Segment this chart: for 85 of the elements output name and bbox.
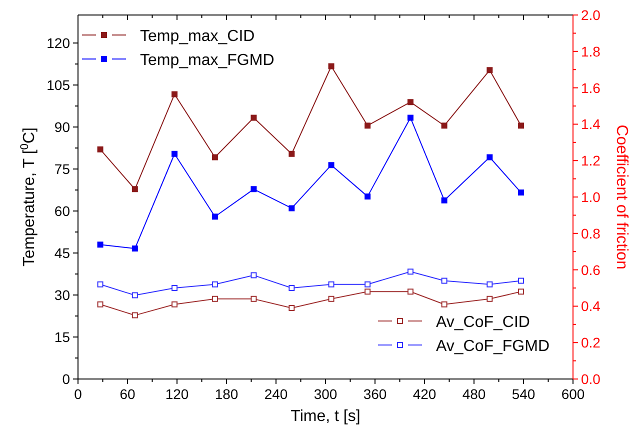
y-tick-label: 45: [54, 245, 70, 261]
point: [288, 205, 295, 212]
x-tick-label: 420: [412, 386, 436, 402]
x-tick-label: 0: [74, 386, 82, 402]
y2-tick-label: 0.8: [581, 225, 601, 242]
x-tick-label: 600: [561, 386, 585, 402]
point: [132, 312, 138, 318]
point: [486, 296, 493, 302]
y-tick-label: 0: [62, 371, 70, 387]
x-tick-label: 180: [214, 386, 238, 402]
point: [328, 281, 334, 288]
point: [132, 292, 138, 298]
point: [288, 305, 295, 312]
point: [441, 301, 448, 308]
y2-tick-label: 0.6: [581, 262, 601, 278]
point: [407, 99, 414, 106]
y2-tick-label: 1.8: [581, 43, 601, 60]
point: [288, 150, 295, 157]
y2-tick-label: 1.2: [581, 152, 601, 169]
y-tick-label: 120: [46, 35, 70, 51]
y2-axis-title: Coefficient of friction: [613, 124, 630, 270]
point: [212, 296, 218, 302]
point: [97, 301, 104, 308]
y2-tick-label: 0.0: [581, 371, 601, 387]
y-tick-label: 15: [54, 329, 70, 345]
y2-tick-label: 1.0: [581, 189, 601, 205]
point: [486, 154, 493, 160]
y-tick-label: 30: [54, 287, 70, 303]
point: [328, 296, 334, 302]
point: [364, 288, 371, 295]
point: [172, 285, 178, 291]
legend-label: Av_CoF_CID: [436, 314, 530, 331]
point: [441, 122, 448, 129]
point: [250, 272, 257, 278]
y2-tick-label: 1.6: [581, 80, 601, 96]
x-tick-label: 540: [512, 386, 536, 402]
point: [97, 281, 104, 288]
legend-label: Temp_max_CID: [140, 28, 255, 45]
x-tick-label: 480: [462, 386, 486, 402]
point: [250, 114, 257, 121]
point: [518, 288, 524, 295]
y2-tick-label: 0.4: [581, 298, 601, 314]
y2-tick-label: 1.4: [581, 116, 601, 132]
point: [328, 63, 334, 70]
point: [212, 281, 218, 288]
point: [172, 91, 178, 98]
point: [288, 285, 295, 291]
x-tick-label: 360: [363, 386, 387, 402]
point: [250, 186, 257, 192]
point: [250, 296, 257, 302]
point: [132, 246, 138, 252]
point: [172, 150, 178, 157]
point: [407, 114, 414, 121]
point: [328, 162, 334, 168]
point: [212, 214, 218, 220]
point: [132, 186, 138, 192]
point: [518, 278, 524, 284]
legend-label: Av_CoF_FGMD: [436, 338, 550, 355]
point: [407, 288, 414, 295]
point: [364, 281, 371, 288]
point: [486, 281, 493, 288]
point: [486, 67, 493, 74]
y-tick-label: 90: [54, 119, 70, 135]
y2-tick-label: 0.2: [581, 334, 601, 351]
point: [364, 193, 371, 200]
point: [212, 154, 218, 160]
x-tick-label: 120: [165, 386, 189, 402]
x-axis-title: Time, t [s]: [290, 408, 360, 425]
point: [441, 197, 448, 204]
point: [97, 242, 104, 248]
x-tick-label: 240: [264, 386, 288, 402]
point: [364, 122, 371, 129]
y-tick-label: 105: [46, 77, 70, 93]
y-tick-label: 60: [54, 203, 70, 219]
x-tick-label: 60: [120, 386, 136, 402]
y2-tick-label: 2.0: [581, 7, 601, 23]
point: [518, 190, 524, 196]
point: [518, 122, 524, 129]
legend-label: Temp_max_FGMD: [140, 52, 274, 69]
point: [97, 146, 104, 152]
point: [441, 278, 448, 284]
y-tick-label: 75: [54, 161, 70, 177]
point: [407, 268, 414, 275]
point: [172, 301, 178, 308]
x-tick-label: 300: [314, 386, 338, 402]
